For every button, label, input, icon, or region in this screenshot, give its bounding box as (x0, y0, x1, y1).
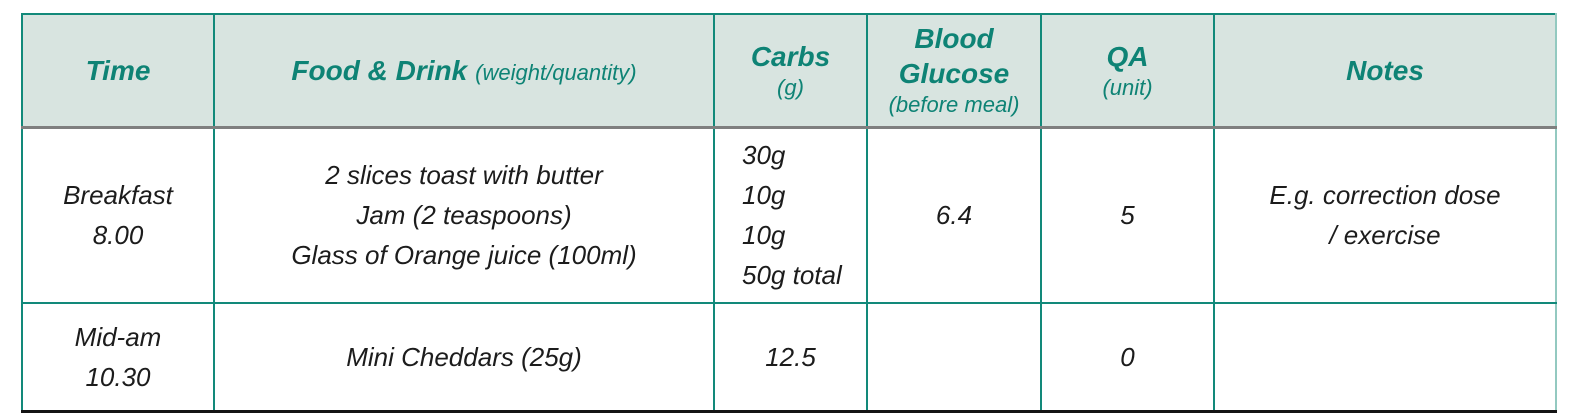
header-time: Time (21, 12, 214, 129)
blood-glucose-cell: 6.4 (866, 127, 1041, 304)
carbs-value: 10g (742, 179, 786, 210)
header-qa-sublabel: (unit) (1102, 74, 1153, 100)
food-diary-table: Time Food & Drink (weight/quantity) Carbs… (21, 12, 1557, 413)
header-blood-glucose: Blood Glucose (before meal) (866, 12, 1041, 129)
food-item: 2 slices toast with butter (325, 159, 603, 190)
notes-line: E.g. correction dose (1269, 179, 1501, 210)
header-carbs-sublabel: (g) (777, 74, 804, 100)
header-notes: Notes (1213, 12, 1557, 129)
table-row-mid-am: Mid-am 10.30 Mini Cheddars (25g) 12.5 0 (21, 302, 1557, 413)
food-item: Mini Cheddars (25g) (346, 341, 582, 372)
carbs-total: 50g total (742, 260, 842, 291)
time-value: 10.30 (85, 362, 151, 393)
qa-value: 5 (1120, 200, 1135, 231)
food-drink-cell: Mini Cheddars (25g) (213, 302, 714, 413)
food-item: Glass of Orange juice (100ml) (291, 240, 637, 271)
carbs-value: 12.5 (765, 341, 816, 372)
notes-line: / exercise (1329, 220, 1441, 251)
blood-glucose-cell (866, 302, 1041, 413)
qa-cell: 5 (1040, 127, 1214, 304)
carbs-cell: 30g 10g 10g 50g total (713, 127, 867, 304)
header-carbs-label: Carbs (750, 40, 831, 72)
header-food-drink: Food & Drink (weight/quantity) (213, 12, 714, 129)
time-cell: Mid-am 10.30 (21, 302, 214, 413)
header-blood-glucose-sublabel: (before meal) (888, 92, 1020, 117)
food-item: Jam (2 teaspoons) (356, 200, 572, 231)
qa-value: 0 (1120, 341, 1135, 372)
qa-cell: 0 (1040, 302, 1214, 413)
time-meal-label: Breakfast (63, 179, 173, 210)
notes-cell (1213, 302, 1557, 413)
header-food-label: Food & Drink (291, 54, 468, 86)
header-qa: QA (unit) (1040, 12, 1214, 129)
header-food-sublabel: (weight/quantity) (475, 59, 637, 85)
table-header: Time Food & Drink (weight/quantity) Carbs… (21, 12, 1557, 129)
header-qa-label: QA (1106, 40, 1149, 72)
food-drink-cell: 2 slices toast with butter Jam (2 teaspo… (213, 127, 714, 304)
time-value: 8.00 (92, 220, 144, 251)
header-carbs: Carbs (g) (713, 12, 867, 129)
notes-cell: E.g. correction dose / exercise (1213, 127, 1557, 304)
blood-glucose-value: 6.4 (935, 200, 973, 231)
header-blood-glucose-label: Blood Glucose (898, 23, 1010, 89)
header-notes-label: Notes (1346, 54, 1424, 86)
header-time-label: Time (85, 54, 151, 86)
table-row-breakfast: Breakfast 8.00 2 slices toast with butte… (21, 127, 1557, 304)
carbs-value: 10g (742, 220, 786, 251)
time-cell: Breakfast 8.00 (21, 127, 214, 304)
carbs-cell: 12.5 (713, 302, 867, 413)
carbs-value: 30g (742, 139, 786, 170)
time-meal-label: Mid-am (74, 321, 162, 352)
